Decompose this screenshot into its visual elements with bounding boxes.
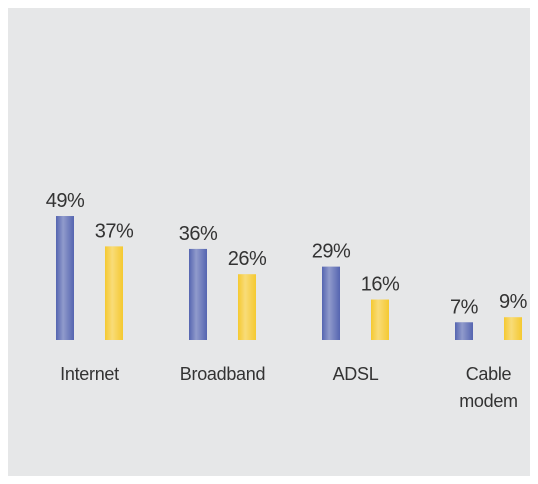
bar — [455, 322, 473, 340]
bar — [504, 317, 522, 340]
data-label: 49% — [46, 190, 85, 212]
category-label: Internet — [60, 364, 119, 384]
bar — [322, 266, 340, 340]
category-label: Broadband — [179, 364, 266, 384]
data-label: 29% — [312, 241, 351, 263]
bar — [105, 246, 123, 340]
bar — [371, 299, 389, 340]
chart-panel — [8, 8, 530, 476]
bar — [56, 216, 74, 340]
category-label: ADSL — [332, 364, 379, 384]
data-label: 16% — [361, 274, 400, 296]
bar — [238, 274, 256, 340]
data-label: 9% — [499, 291, 528, 313]
bar — [189, 248, 207, 340]
data-label: 36% — [179, 223, 218, 245]
category-label: Cable modem — [459, 364, 518, 411]
data-label: 26% — [228, 248, 267, 270]
data-label: 37% — [95, 220, 134, 242]
data-label: 7% — [450, 296, 479, 318]
